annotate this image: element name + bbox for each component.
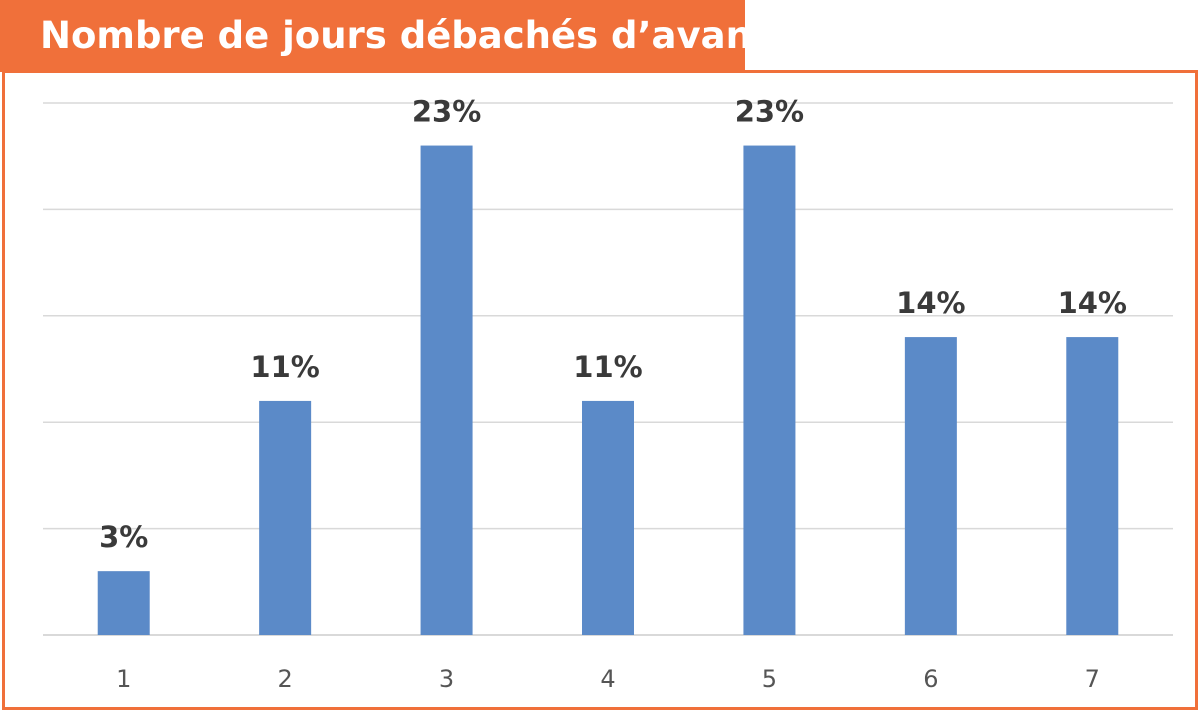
bar-7 [1066,337,1119,635]
chart-title: Nombre de jours débachés d’avance [40,14,799,57]
data-label-3: 23% [412,95,481,129]
x-tick-label: 5 [762,665,777,693]
x-tick-label: 4 [600,665,615,693]
data-label-4: 11% [573,350,642,384]
x-tick-label: 6 [923,665,938,693]
bar-chart: 3% 11% 23% 11% 23% 14% 14% 1 2 3 4 5 6 7 [43,95,1173,693]
data-labels: 3% 11% 23% 11% 23% 14% 14% [99,95,1127,555]
data-label-6: 14% [896,286,965,320]
bar-2 [259,400,312,635]
chart-frame: 3% 11% 23% 11% 23% 14% 14% 1 2 3 4 5 6 7 [2,70,1198,710]
bar-4 [582,400,634,635]
bar-6 [904,337,957,635]
data-label-2: 11% [250,350,319,384]
chart-title-banner: Nombre de jours débachés d’avance [0,0,799,72]
bar-5 [743,145,796,635]
data-label-1: 3% [99,520,148,554]
data-label-5: 23% [735,95,804,129]
x-tick-label: 1 [116,665,131,693]
x-tick-label: 3 [439,665,454,693]
bar-3 [420,145,473,635]
bar-1 [97,571,150,635]
x-tick-label: 7 [1085,665,1100,693]
data-label-7: 14% [1058,286,1127,320]
x-tick-label: 2 [278,665,293,693]
x-axis-ticks: 1 2 3 4 5 6 7 [116,665,1100,693]
bars [97,145,1119,635]
